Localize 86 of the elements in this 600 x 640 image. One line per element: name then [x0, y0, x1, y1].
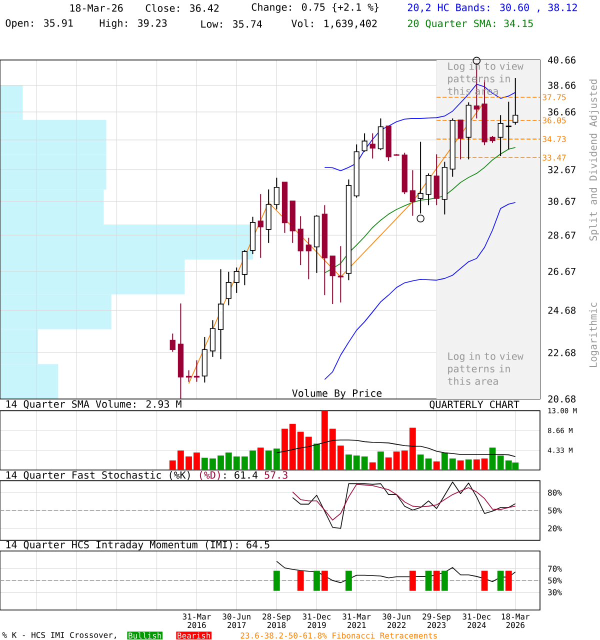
- candlestick: [512, 77, 518, 126]
- x-tick-label: 31-Mar 2016: [182, 614, 211, 628]
- candlestick: [426, 172, 432, 206]
- bar: [433, 461, 440, 470]
- y-tick-label: 32.67: [548, 166, 576, 174]
- bar: [314, 444, 320, 470]
- candlestick: [186, 370, 192, 382]
- text: Close: 36.42: [146, 4, 219, 12]
- ref-line-label: 34.73: [542, 136, 566, 142]
- text: : 61.4: [224, 471, 258, 479]
- chart-title: 14 Quarter HCS Intraday Momentum (IMI): 64.5: [6, 540, 270, 550]
- candlestick: [210, 320, 216, 358]
- y-tick-label: 30.67: [548, 198, 576, 205]
- bar: [465, 459, 472, 470]
- text: 20 Quarter SMA: 34.15: [408, 20, 533, 28]
- legend-title: % K - HCS IMI Crossover,: [2, 632, 116, 640]
- candlestick: [170, 333, 176, 352]
- candlestick: [370, 132, 376, 159]
- ref-line-label: 36.05: [542, 117, 566, 124]
- candlestick: [506, 101, 512, 150]
- y-tick-label: 70%: [548, 566, 562, 572]
- candlestick: [226, 271, 232, 306]
- x-tick-label: 30-Jun 2022: [382, 614, 410, 628]
- candlestick: [434, 154, 440, 206]
- text: 23.6-38.2-50-61.8% Fibonacci Retracements: [240, 632, 437, 639]
- candlestick: [338, 246, 344, 303]
- y-tick-label: 20%: [548, 525, 562, 532]
- candlestick: [330, 256, 336, 305]
- candlestick: [378, 118, 384, 151]
- candlestick: [498, 114, 504, 157]
- text: Vol: 1,639,402: [291, 19, 377, 28]
- candlestick: [274, 177, 280, 210]
- ref-line-label: 33.47: [542, 154, 566, 161]
- x-tick-label: 31-Dec 2024: [462, 614, 490, 628]
- text: Bullish: [128, 632, 162, 639]
- candlestick: [242, 250, 248, 286]
- annotation: Log in to view patterns in this area: [448, 352, 524, 385]
- line-series: [324, 84, 516, 172]
- y-tick-label: 24.68: [548, 306, 576, 314]
- text: QUARTERLY CHART: [430, 400, 520, 410]
- y-tick-label: 22.68: [548, 349, 576, 356]
- text: High: 39.23: [100, 19, 167, 29]
- x-tick-label: 31-Dec 2019: [302, 614, 330, 628]
- ref-line-label: 37.75: [542, 94, 566, 100]
- bar: [377, 452, 384, 470]
- candlestick: [258, 194, 264, 258]
- candlestick: [362, 132, 368, 152]
- candlestick: [298, 216, 304, 266]
- candlestick: [234, 267, 240, 294]
- bar: [257, 448, 264, 470]
- y-tick-label: 50%: [548, 507, 562, 514]
- candlestick: [306, 237, 312, 280]
- bar: [369, 462, 376, 470]
- x-tick-label: 30-Jun 2017: [222, 614, 250, 628]
- annotation: Volume By Price: [292, 389, 382, 399]
- y-tick-label: 28.67: [548, 232, 576, 239]
- text: Open: 35.91: [6, 19, 73, 29]
- x-tick-label: 29-Sep 2023: [422, 614, 450, 628]
- chart-title: 14 Quarter SMA Volume: 2.93 M: [6, 400, 182, 409]
- y-tick-label: 38.66: [548, 82, 576, 89]
- y-tick-label: 36.66: [548, 108, 576, 116]
- candlestick: [194, 360, 200, 382]
- candlestick: [410, 170, 416, 216]
- y-tick-label: 50%: [548, 577, 562, 584]
- chart-title: 14 Quarter Fast Stochastic (%K): [6, 471, 190, 480]
- line-series: [292, 484, 516, 520]
- text: Logarithmic: [589, 302, 599, 368]
- y-tick-label: 26.67: [548, 268, 576, 276]
- y-tick-label: 40.66: [548, 56, 576, 64]
- text: (%D): [200, 471, 220, 480]
- y-tick-label: 80%: [548, 490, 562, 496]
- y-axis-title: Split and Dividend Adjusted: [589, 80, 599, 241]
- text: 57.3: [264, 471, 288, 479]
- text: 18-Mar-26: [70, 4, 123, 12]
- y-tick-label: 30%: [548, 589, 562, 596]
- text: Bearish: [178, 632, 210, 639]
- x-tick-label: 18-Mar 2026: [502, 614, 530, 628]
- y-tick-label: 20.68: [548, 395, 576, 403]
- candlestick: [458, 120, 464, 160]
- text: 20,2 HC Bands: 30.60 , 38.12: [408, 3, 577, 12]
- bar: [457, 460, 464, 470]
- text: Change: 0.75 {+2.1 %}: [252, 3, 379, 13]
- x-tick-label: 31-Mar 2021: [342, 614, 371, 628]
- text: Low: 35.74: [201, 20, 262, 28]
- x-tick-label: 28-Sep 2018: [262, 614, 290, 628]
- bar: [489, 448, 496, 470]
